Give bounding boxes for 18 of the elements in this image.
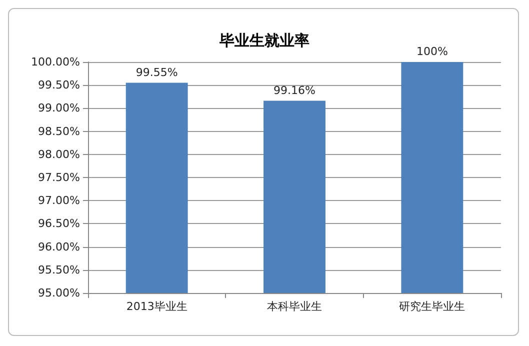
- x-tick-label: 本科毕业生: [267, 300, 322, 313]
- y-tick-label: 100.00%: [31, 56, 80, 68]
- y-tick-label: 97.00%: [38, 194, 80, 208]
- y-tick-label: 95.50%: [38, 263, 80, 276]
- data-label: 100%: [416, 45, 448, 58]
- y-tick-label: 99.00%: [38, 102, 80, 115]
- chart-title: 毕业生就业率: [218, 32, 310, 50]
- y-tick-label: 99.50%: [38, 78, 80, 92]
- x-tick-label: 研究生毕业生: [399, 300, 466, 313]
- y-tick-label: 95.00%: [38, 286, 80, 300]
- y-tick-label: 96.50%: [38, 217, 80, 230]
- y-tick-label: 98.50%: [38, 124, 80, 138]
- y-tick-label: 97.50%: [38, 171, 80, 184]
- x-tick-label: 2013毕业生: [126, 300, 188, 313]
- y-tick-label: 98.00%: [38, 148, 80, 161]
- data-label: 99.16%: [274, 84, 316, 97]
- data-label: 99.55%: [136, 66, 178, 79]
- y-tick-label: 96.00%: [38, 240, 80, 254]
